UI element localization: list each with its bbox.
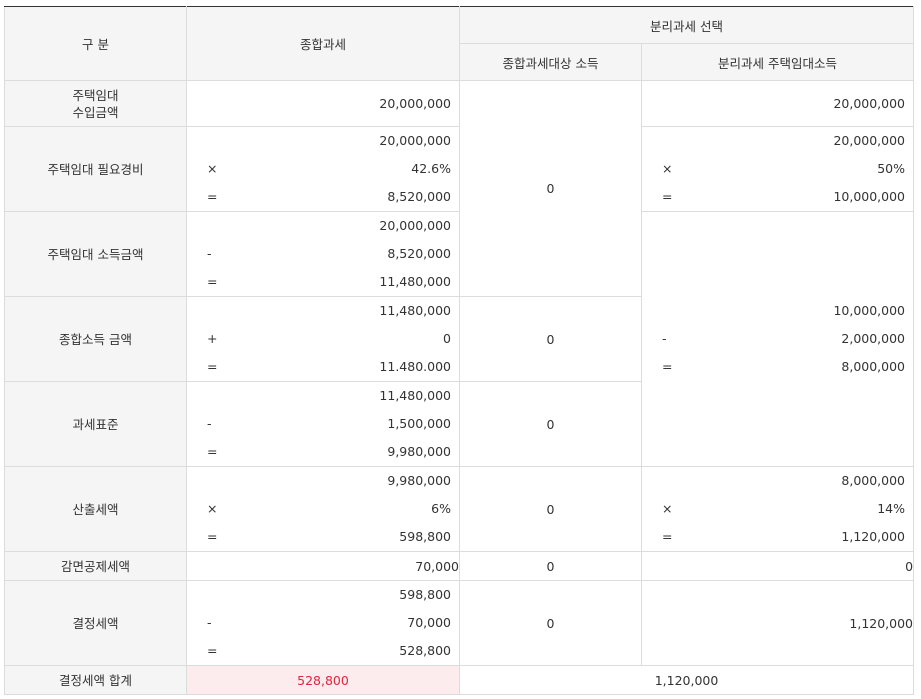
sep-computed-tax: 8,000,000 × 14% = 1,120,000 (640, 466, 915, 552)
value: 20,000,000 (833, 133, 906, 148)
comp-rental-revenue: 20,000,000 (186, 80, 460, 127)
sep-deduction: 0 (640, 551, 915, 581)
value: 20,000,000 (379, 218, 451, 233)
operator: - (662, 331, 667, 346)
value: 10,000,000 (833, 303, 906, 318)
value: 9,980,000 (387, 444, 451, 459)
row-label-deduction: 감면공제세액 (4, 551, 187, 581)
tax-comparison-table: 구 분 종합과세 분리과세 선택 종합과세대상 소득 분리과세 주택임대소득 주… (4, 6, 915, 695)
value: 20,000,000 (379, 133, 451, 148)
row-label-computed-tax: 산출세액 (4, 466, 187, 552)
operator: = (207, 444, 218, 459)
row-label-rental-expense: 주택임대 필요경비 (4, 126, 187, 212)
comp-computed-tax: 9,980,000 × 6% = 598,800 (186, 466, 460, 552)
row-label-comprehensive-income: 종합소득 금액 (4, 296, 187, 382)
operator: = (662, 359, 673, 374)
total-separate-value: 1,120,000 (458, 665, 915, 695)
operator: - (207, 246, 212, 261)
value: 528,800 (399, 643, 451, 658)
header-separate-rental-income: 분리과세 주택임대소득 (640, 43, 915, 81)
row-label-rental-income: 주택임대 소득금액 (4, 211, 187, 297)
header-category: 구 분 (4, 6, 187, 81)
mid-deduction: 0 (459, 551, 642, 581)
value: 9,980,000 (387, 473, 451, 488)
comp-rental-expense: 20,000,000 × 42.6% = 8,520,000 (186, 126, 460, 212)
label-line: 주택임대 (72, 87, 119, 103)
row-label-determined-tax: 결정세액 (4, 580, 187, 666)
value: 8,000,000 (841, 473, 906, 488)
value: 598,800 (399, 587, 451, 602)
operator: = (207, 643, 218, 658)
row-label-total: 결정세액 합계 (4, 665, 187, 695)
comp-rental-income: 20,000,000 - 8,520,000 = 11,480,000 (186, 211, 460, 297)
operator: = (207, 359, 218, 374)
mid-comprehensive-income: 0 (459, 296, 642, 382)
value: 42.6% (411, 161, 451, 176)
value: 20,000,000 (833, 96, 906, 111)
sep-rental-revenue: 20,000,000 (640, 80, 915, 127)
value: 0 (443, 331, 451, 346)
sep-determined-tax: 1,120,000 (640, 580, 915, 666)
operator: = (207, 189, 218, 204)
comp-comprehensive-income: 11,480,000 +0 = 11.480.000 (186, 296, 460, 382)
operator: = (207, 274, 218, 289)
value: 70,000 (407, 615, 451, 630)
value: 11.480.000 (379, 359, 451, 374)
sep-income-merged: 10,000,000 - 2,000,000 = 8,000,000 (640, 211, 915, 467)
value: 11,480,000 (379, 274, 451, 289)
mid-rental-merged: 0 (459, 80, 642, 297)
header-comprehensive: 종합과세 (186, 6, 460, 81)
value: 11,480,000 (379, 303, 451, 318)
value: 8,520,000 (387, 189, 451, 204)
comp-determined-tax: 598,800 - 70,000 = 528,800 (186, 580, 460, 666)
row-label-tax-base: 과세표준 (4, 381, 187, 467)
operator: = (207, 529, 218, 544)
value: 14% (877, 501, 906, 516)
value: 6% (431, 501, 451, 516)
operator: + (207, 331, 218, 346)
mid-determined-tax: 0 (459, 580, 642, 666)
operator: × (662, 501, 673, 516)
value: 50% (877, 161, 906, 176)
row-label-rental-revenue: 주택임대 수입금액 (4, 80, 187, 127)
total-comprehensive-value: 528,800 (186, 665, 460, 695)
value: 20,000,000 (379, 96, 451, 111)
sep-rental-expense: 20,000,000 × 50% = 10,000,000 (640, 126, 915, 212)
comp-deduction: 70,000 (186, 551, 460, 581)
value: 10,000,000 (833, 189, 906, 204)
value: 2,000,000 (841, 331, 906, 346)
operator: × (207, 501, 218, 516)
operator: - (207, 615, 212, 630)
mid-tax-base: 0 (459, 381, 642, 467)
header-separate-choice: 분리과세 선택 (458, 6, 915, 44)
operator: - (207, 416, 212, 431)
value: 1,500,000 (387, 416, 451, 431)
header-comp-target-income: 종합과세대상 소득 (459, 43, 642, 81)
comp-tax-base: 11,480,000 - 1,500,000 = 9,980,000 (186, 381, 460, 467)
value: 598,800 (399, 529, 451, 544)
operator: × (662, 161, 673, 176)
label-line: 수입금액 (72, 104, 119, 120)
operator: = (662, 529, 673, 544)
operator: = (662, 189, 673, 204)
value: 8,520,000 (387, 246, 451, 261)
mid-computed-tax: 0 (459, 466, 642, 552)
value: 11,480,000 (379, 388, 451, 403)
value: 8,000,000 (841, 359, 906, 374)
operator: × (207, 161, 218, 176)
value: 1,120,000 (841, 529, 906, 544)
